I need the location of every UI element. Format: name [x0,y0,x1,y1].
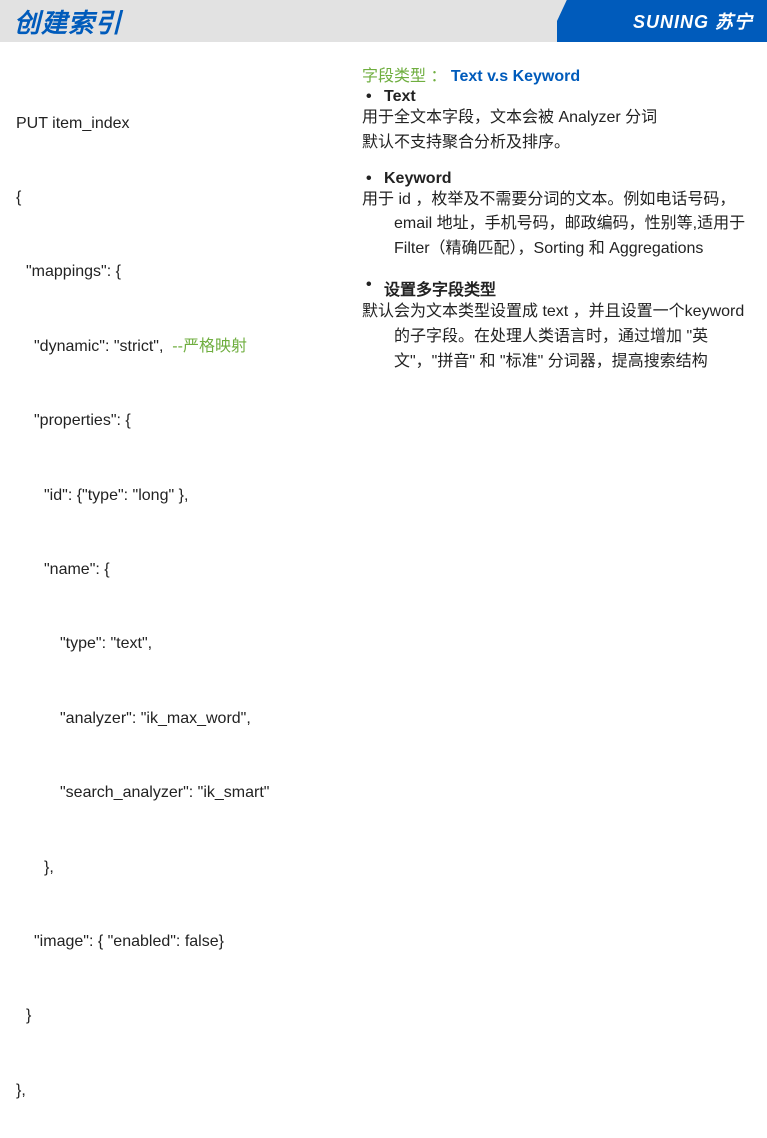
bullet-text: • Text [362,88,757,106]
bullet-dot: • [362,170,384,188]
code-line: "mappings": { [16,260,356,285]
bullet-dot: • [362,88,384,106]
bullet-keyword: • Keyword [362,170,757,188]
code-line: "name": { [16,558,356,583]
bullet-label: 设置多字段类型 [384,276,496,300]
code-line: "search_analyzer": "ik_smart" [16,781,356,806]
code-line: }, [16,856,356,881]
code-text: "dynamic": "strict", [34,338,172,355]
desc-multi: 默认会为文本类型设置成 text ，并且设置一个keyword 的子字段。在处理… [362,300,757,374]
code-line: "type": "text", [16,632,356,657]
bullet-label: Text [384,88,416,106]
code-column: PUT item_index { "mappings": { "dynamic"… [16,62,356,1138]
code-line: }, [16,1079,356,1104]
heading-blue: Text v.s Keyword [451,68,580,85]
code-line: "id": {"type": "long" }, [16,484,356,509]
brand-text: SUNING 苏宁 [633,0,753,42]
bullet-label: Keyword [384,170,452,188]
desc-line: 用于全文本字段，文本会被 Analyzer 分词 [362,109,657,126]
bullet-dot: • [362,276,384,294]
bullet-multi: • 设置多字段类型 [362,276,757,300]
code-line: "properties": { [16,409,356,434]
code-line: PUT item_index [16,112,356,137]
code-line: "image": { "enabled": false} [16,930,356,955]
desc-line: 默认不支持聚合分析及排序。 [362,134,570,151]
desc-text: 用于全文本字段，文本会被 Analyzer 分词 默认不支持聚合分析及排序。 [362,106,757,156]
desc-keyword: 用于 id ，枚举及不需要分词的文本。例如电话号码，email 地址，手机号码，… [362,188,757,262]
code-line: "analyzer": "ik_max_word", [16,707,356,732]
code-line: } [16,1004,356,1029]
explain-column: 字段类型 ： Text v.s Keyword • Text 用于全文本字段，文… [356,62,757,1138]
slide-content: PUT item_index { "mappings": { "dynamic"… [0,42,767,1138]
slide-title: 创建索引 [0,3,122,40]
section-heading: 字段类型 ： Text v.s Keyword [362,62,757,86]
code-line: "dynamic": "strict", --严格映射 [16,335,356,360]
code-comment: --严格映射 [172,338,247,355]
code-line: { [16,186,356,211]
code-block: PUT item_index { "mappings": { "dynamic"… [16,62,356,1138]
brand-container: SUNING 苏宁 [557,0,767,42]
slide-header: 创建索引 SUNING 苏宁 [0,0,767,42]
heading-green: 字段类型 ： [362,68,446,85]
